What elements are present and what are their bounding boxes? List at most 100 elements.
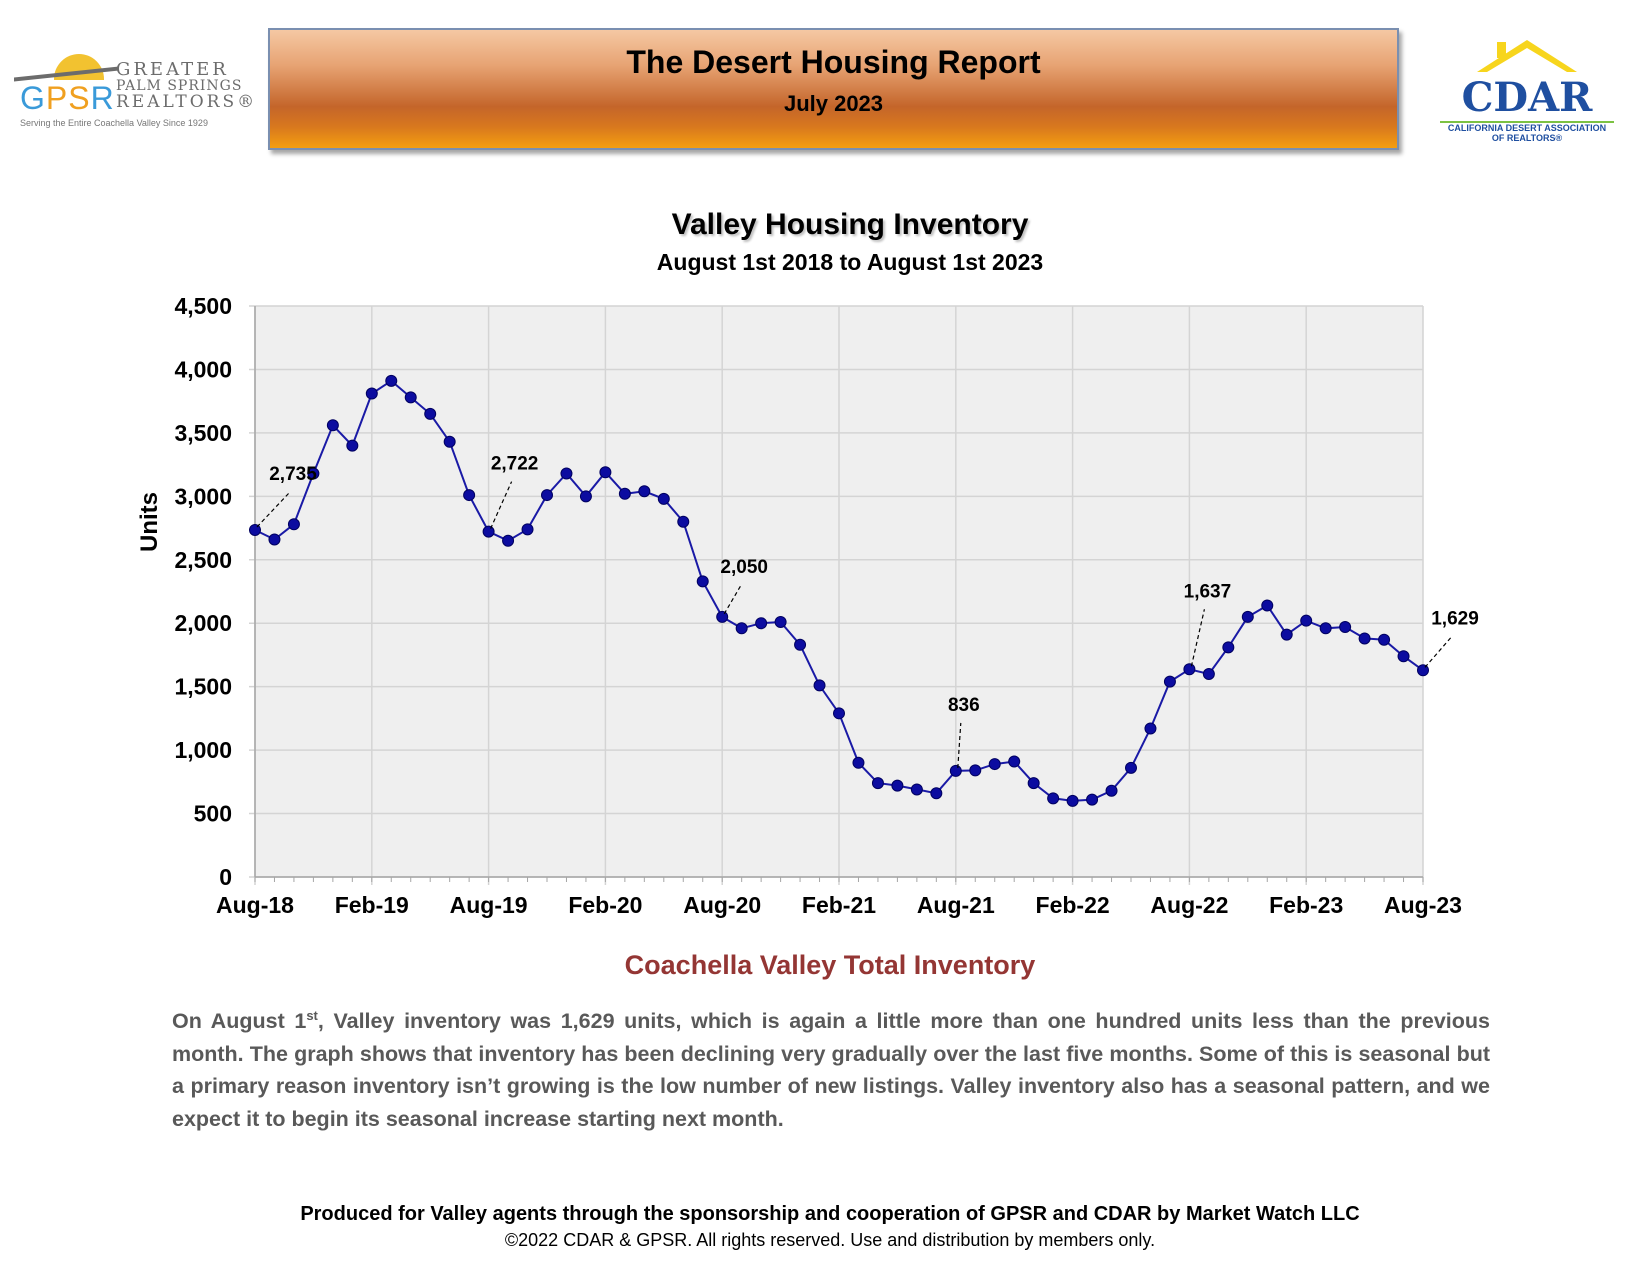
y-tick-label: 2,500 [174, 547, 232, 573]
data-point [521, 523, 534, 536]
annotation-label: 2,735 [269, 464, 317, 485]
data-point [1027, 777, 1040, 790]
data-point [755, 617, 768, 630]
data-point [287, 518, 300, 531]
data-point [404, 391, 417, 404]
x-tick-label: Feb-22 [1036, 892, 1110, 918]
y-tick-label: 4,500 [174, 293, 232, 319]
annotation-leader [256, 491, 291, 528]
data-point [852, 756, 865, 769]
data-point [1397, 650, 1410, 663]
annotation-leader [1190, 609, 1205, 667]
data-point [1319, 622, 1332, 635]
data-point [638, 485, 651, 498]
gpsr-logo: GPSR GREATER PALM SPRINGS REALTORS® Serv… [14, 50, 254, 140]
cdar-divider [1440, 121, 1614, 123]
data-point [871, 777, 884, 790]
data-point [657, 492, 670, 505]
data-point [1280, 628, 1293, 641]
annotation-label: 2,050 [720, 557, 768, 578]
data-point [1086, 793, 1099, 806]
data-point [1125, 761, 1137, 774]
data-point [1417, 664, 1429, 677]
y-tick-label: 1,500 [174, 674, 232, 700]
data-point [326, 419, 339, 432]
cdar-logo: CDAR CALIFORNIA DESERT ASSOCIATION OF RE… [1432, 40, 1622, 145]
data-point [930, 787, 943, 800]
data-point [910, 783, 923, 796]
data-point [1105, 784, 1118, 797]
y-tick-label: 3,000 [174, 483, 232, 509]
y-tick-label: 0 [219, 864, 232, 890]
x-tick-label: Feb-19 [335, 892, 409, 918]
x-tick-label: Feb-20 [568, 892, 642, 918]
data-point [949, 764, 962, 777]
y-tick-label: 4,000 [174, 356, 232, 382]
annotation-leader [490, 481, 513, 529]
y-tick-label: 500 [194, 801, 232, 827]
annotation-label: 2,722 [491, 454, 539, 475]
data-point [774, 615, 787, 628]
inventory-line-chart: 0 500 1,000 1,500 2,000 2,500 3,000 3,500 4,000 4… [136, 293, 1479, 918]
data-point [813, 679, 826, 692]
annotation-label: 1,637 [1184, 581, 1232, 602]
data-point [560, 467, 573, 480]
data-point [833, 707, 845, 720]
data-point [346, 439, 359, 452]
report-title: The Desert Housing Report [626, 44, 1041, 80]
data-point [1300, 614, 1313, 627]
data-point [1241, 610, 1254, 623]
gpsr-abbr: GPSR [20, 80, 115, 116]
annotation-leader [957, 722, 962, 768]
data-point [443, 435, 456, 448]
x-tick-label: Aug-23 [1384, 892, 1462, 918]
data-point [696, 575, 709, 588]
annotation-leader [1424, 635, 1453, 668]
chart-subtitle: August 1st 2018 to August 1st 2023 [656, 249, 1044, 275]
data-point [1008, 755, 1021, 768]
x-tick-label: Aug-21 [917, 892, 995, 918]
data-point [794, 638, 807, 651]
data-point [1066, 794, 1079, 807]
data-point [249, 523, 261, 536]
data-point [1378, 633, 1391, 646]
report-banner: The Desert Housing Report July 2023 [268, 28, 1399, 150]
data-point [424, 407, 437, 420]
gpsr-words: GREATER PALM SPRINGS REALTORS® [116, 59, 258, 112]
data-point [1047, 792, 1060, 805]
cdar-subtitle: CALIFORNIA DESERT ASSOCIATION OF REALTOR… [1447, 123, 1607, 143]
x-tick-label: Feb-23 [1269, 892, 1343, 918]
data-point [579, 490, 592, 503]
y-tick-label: 2,000 [174, 610, 232, 636]
commentary-paragraph: On August 1st, Valley inventory was 1,62… [172, 1008, 1490, 1131]
house-roof-icon [1477, 40, 1577, 72]
data-point [502, 534, 515, 547]
cdar-name: CDAR [1461, 74, 1593, 121]
data-point [1261, 599, 1274, 612]
data-point [385, 374, 398, 387]
data-point [1144, 722, 1157, 735]
data-point [716, 610, 729, 623]
data-point [677, 515, 690, 528]
data-point [482, 525, 495, 538]
data-point [735, 622, 748, 635]
x-tick-label: Aug-22 [1150, 892, 1228, 918]
data-point [599, 466, 612, 479]
section-title: Coachella Valley Total Inventory [624, 950, 1036, 980]
data-point [969, 764, 982, 777]
data-point [268, 533, 281, 546]
data-point [365, 387, 378, 400]
data-point [541, 489, 553, 502]
chart-title: Valley Housing Inventory [671, 208, 1029, 241]
sponsor-footer: Produced for Valley agents through the s… [300, 1203, 1360, 1225]
x-tick-label: Aug-18 [216, 892, 294, 918]
data-point [1358, 632, 1371, 645]
data-point [988, 758, 1001, 771]
gpsr-tagline: Serving the Entire Coachella Valley Sinc… [20, 118, 208, 128]
x-tick-label: Aug-20 [683, 892, 761, 918]
annotation-leader [723, 584, 742, 615]
data-point [463, 489, 476, 502]
y-tick-label: 3,500 [174, 420, 232, 446]
data-point [1222, 641, 1235, 654]
y-axis-label: Units [136, 492, 163, 552]
